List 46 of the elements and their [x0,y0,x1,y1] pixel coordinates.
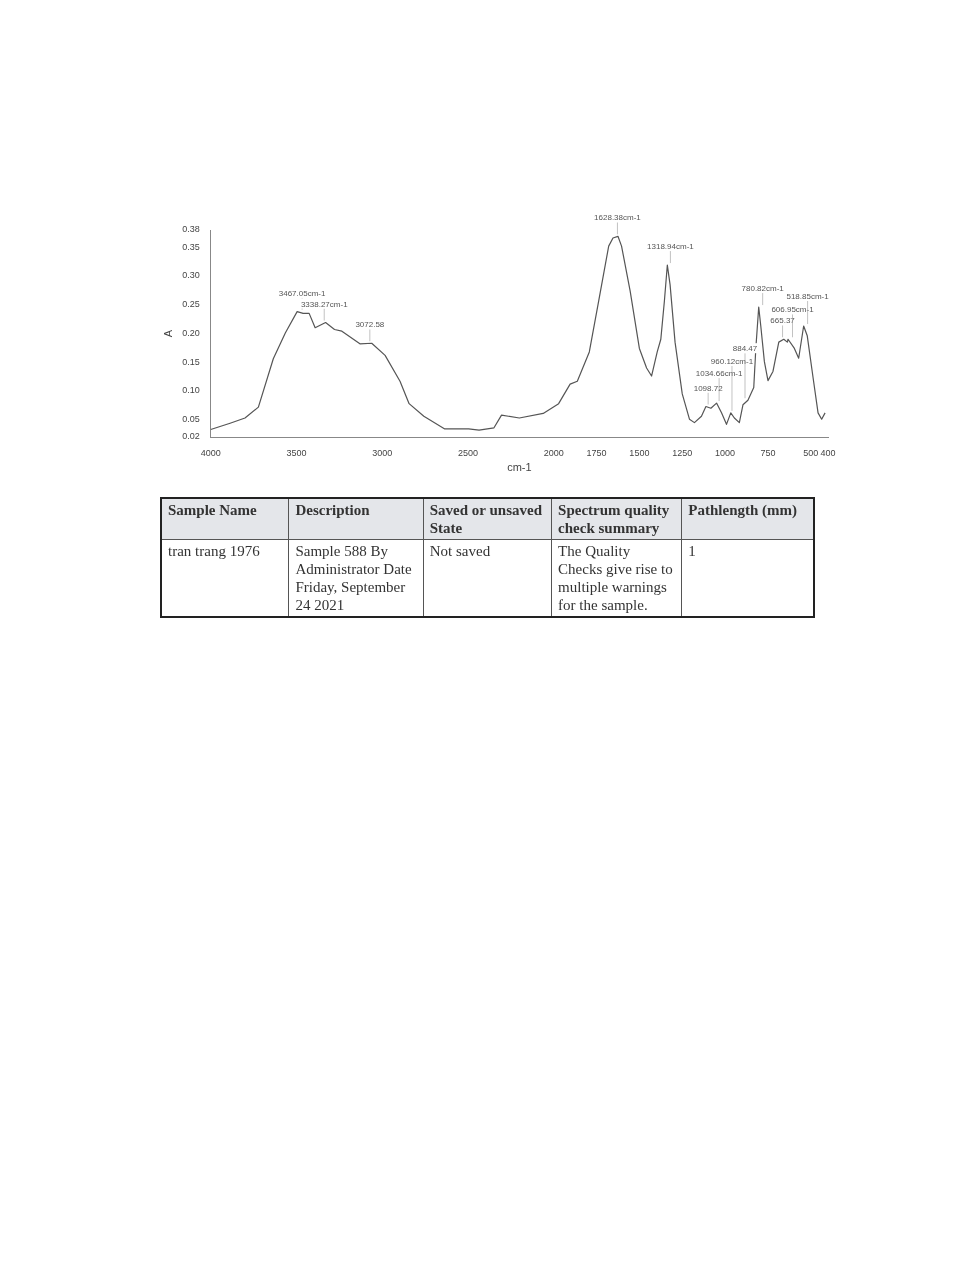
x-tick-label: 750 [760,447,776,458]
annotation: 3338.27cm-1 [300,299,349,309]
text: Sample Name [161,498,289,540]
text: Not saved [423,539,552,617]
y-tick-label: 0.10 [182,385,200,396]
x-axis-title: cm-1 [507,461,532,474]
annotation: 780.82cm-1 [741,284,785,294]
y-tick-label: 0.05 [182,414,200,425]
y-tick-label: 0.35 [182,241,200,252]
text: The Quality Checks give rise to multiple warnings for the sample. [551,539,682,617]
x-tick-label: 4000 [200,447,221,458]
y-tick-label: 0.02 [182,431,200,442]
x-tick-label: 500 [803,447,819,458]
x-tick-label: 2500 [457,447,478,458]
annotation: 3467.05cm-1 [278,288,327,298]
x-tick-label: 3000 [372,447,393,458]
y-tick-label: 0.25 [182,299,200,310]
y-tick-label: 0.38 [182,224,200,235]
text: tran trang 1976 [161,539,289,617]
y-tick-label: 0.15 [182,356,200,367]
text: Saved or unsaved State [423,498,552,540]
y-tick-label: 0.20 [182,327,200,338]
text: Spectrum quality check summary [551,498,682,540]
annotation: 884.47 [732,344,758,354]
x-tick-label: 1250 [672,447,693,458]
x-tick-label: 1750 [586,447,607,458]
text: Pathlength (mm) [681,498,814,540]
annotation: 1098.72 [693,383,724,393]
x-tick-label: 3500 [286,447,307,458]
x-tick-label: 2000 [543,447,564,458]
annotation: 1628.38cm-1 [594,213,642,223]
text: Description [288,498,424,540]
text: Sample 588 By Administrator Date Friday, September 24 2021 [288,539,424,617]
annotation: 606.95cm-1 [771,305,815,315]
annotation: 3072.58 [355,320,385,330]
y-axis-title: A [161,329,174,338]
x-tick-label: 400 [820,447,836,458]
annotation: 665.37 [770,316,796,326]
x-tick-label: 1000 [715,447,736,458]
annotation: 960.12cm-1 [710,356,754,366]
annotation: 1318.94cm-1 [647,242,695,252]
annotation: 518.85cm-1 [786,292,830,302]
x-tick-label: 1500 [629,447,650,458]
y-tick-label: 0.30 [182,270,200,281]
annotation: 1034.66cm-1 [695,369,744,379]
text: 1 [681,539,814,617]
